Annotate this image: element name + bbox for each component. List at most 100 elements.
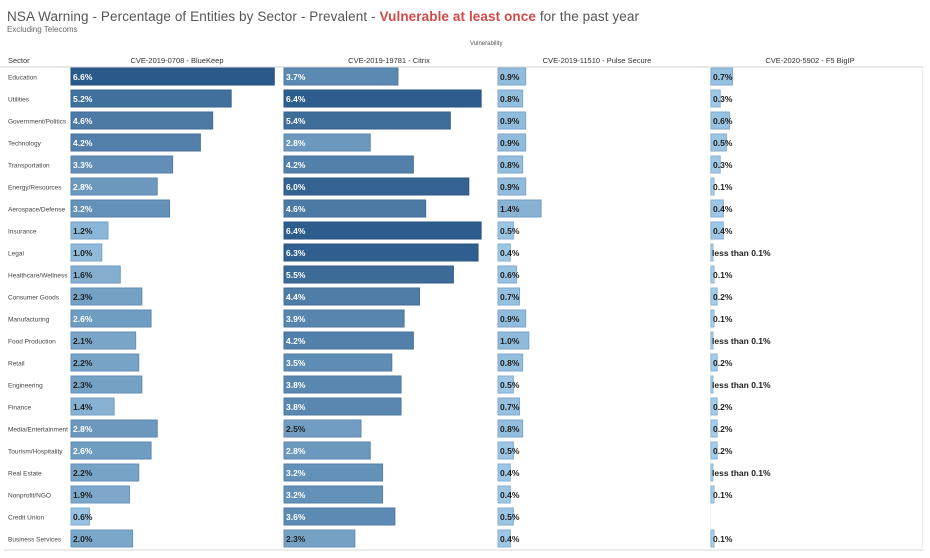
- bar[interactable]: [710, 287, 718, 306]
- bar[interactable]: [283, 265, 454, 284]
- bar[interactable]: [283, 375, 402, 394]
- bar[interactable]: [497, 67, 527, 86]
- bar[interactable]: [70, 133, 201, 152]
- bar[interactable]: [710, 353, 718, 372]
- bar[interactable]: [283, 309, 405, 328]
- right-border: [922, 66, 923, 548]
- bar[interactable]: [710, 177, 715, 196]
- bar[interactable]: [710, 309, 715, 328]
- bar[interactable]: [710, 67, 734, 86]
- bar[interactable]: [70, 155, 174, 174]
- bar[interactable]: [497, 177, 527, 196]
- bar[interactable]: [283, 177, 470, 196]
- bar[interactable]: [70, 375, 143, 394]
- bar[interactable]: [710, 485, 715, 504]
- bar[interactable]: [70, 265, 121, 284]
- bar[interactable]: [710, 375, 714, 394]
- bar[interactable]: [70, 463, 140, 482]
- data-label: 0.6%: [713, 116, 733, 126]
- bar[interactable]: [497, 419, 524, 438]
- bar[interactable]: [70, 529, 134, 548]
- bar[interactable]: [497, 155, 524, 174]
- bar[interactable]: [710, 89, 721, 108]
- bar[interactable]: [70, 221, 109, 240]
- bar[interactable]: [497, 397, 521, 416]
- bar[interactable]: [497, 485, 511, 504]
- bar[interactable]: [497, 265, 517, 284]
- bar[interactable]: [710, 397, 718, 416]
- bar[interactable]: [497, 375, 514, 394]
- bar[interactable]: [497, 221, 514, 240]
- bar[interactable]: [497, 89, 524, 108]
- bar[interactable]: [497, 111, 527, 130]
- bar[interactable]: [283, 287, 421, 306]
- bar[interactable]: [497, 199, 542, 218]
- bar[interactable]: [283, 331, 414, 350]
- bar[interactable]: [710, 243, 714, 262]
- bar[interactable]: [70, 89, 232, 108]
- bar[interactable]: [70, 507, 90, 526]
- bar[interactable]: [283, 485, 384, 504]
- data-label: 0.7%: [500, 402, 520, 412]
- bar[interactable]: [710, 221, 724, 240]
- bar[interactable]: [710, 265, 715, 284]
- bar[interactable]: [497, 463, 511, 482]
- bar[interactable]: [70, 309, 152, 328]
- bar[interactable]: [283, 111, 451, 130]
- data-label: less than 0.1%: [712, 380, 771, 390]
- sector-label: Healthcare/Wellness: [8, 273, 68, 280]
- bar[interactable]: [283, 221, 482, 240]
- bar[interactable]: [283, 463, 384, 482]
- bar[interactable]: [497, 243, 511, 262]
- sector-label: Credit Union: [8, 515, 45, 522]
- data-label: 3.9%: [286, 314, 306, 324]
- bar[interactable]: [283, 397, 402, 416]
- bar[interactable]: [283, 199, 427, 218]
- bar[interactable]: [283, 419, 362, 438]
- bar[interactable]: [710, 155, 721, 174]
- bar[interactable]: [70, 353, 140, 372]
- bar[interactable]: [710, 419, 718, 438]
- bar[interactable]: [283, 441, 371, 460]
- sector-label: Tourism/Hospitality: [8, 449, 63, 456]
- bar[interactable]: [710, 133, 727, 152]
- bar[interactable]: [283, 155, 414, 174]
- bar[interactable]: [497, 529, 511, 548]
- bar[interactable]: [70, 331, 137, 350]
- bar[interactable]: [283, 89, 482, 108]
- data-label: 0.7%: [713, 72, 733, 82]
- bar[interactable]: [70, 441, 152, 460]
- data-label: 2.3%: [73, 380, 93, 390]
- bar[interactable]: [283, 353, 393, 372]
- bar[interactable]: [497, 331, 530, 350]
- bar[interactable]: [497, 287, 521, 306]
- bar[interactable]: [497, 309, 527, 328]
- bar[interactable]: [70, 287, 143, 306]
- bar[interactable]: [497, 133, 527, 152]
- data-label: 4.2%: [286, 336, 306, 346]
- sector-label: Government/Politics: [8, 119, 67, 126]
- bar[interactable]: [70, 111, 214, 130]
- bar[interactable]: [497, 353, 524, 372]
- bar[interactable]: [710, 441, 718, 460]
- bar[interactable]: [710, 111, 730, 130]
- bar[interactable]: [283, 243, 479, 262]
- bar[interactable]: [710, 529, 715, 548]
- bar[interactable]: [70, 199, 171, 218]
- bar[interactable]: [710, 463, 714, 482]
- data-label: 2.5%: [286, 424, 306, 434]
- bar[interactable]: [70, 177, 158, 196]
- bar[interactable]: [710, 331, 714, 350]
- bar[interactable]: [70, 397, 115, 416]
- bar[interactable]: [70, 243, 103, 262]
- bar[interactable]: [283, 133, 371, 152]
- bar[interactable]: [283, 507, 396, 526]
- bar[interactable]: [497, 441, 514, 460]
- bar[interactable]: [710, 199, 724, 218]
- bar[interactable]: [497, 507, 514, 526]
- bar[interactable]: [70, 67, 275, 86]
- bar[interactable]: [70, 419, 158, 438]
- bar[interactable]: [283, 67, 399, 86]
- bar[interactable]: [283, 529, 356, 548]
- bar[interactable]: [70, 485, 131, 504]
